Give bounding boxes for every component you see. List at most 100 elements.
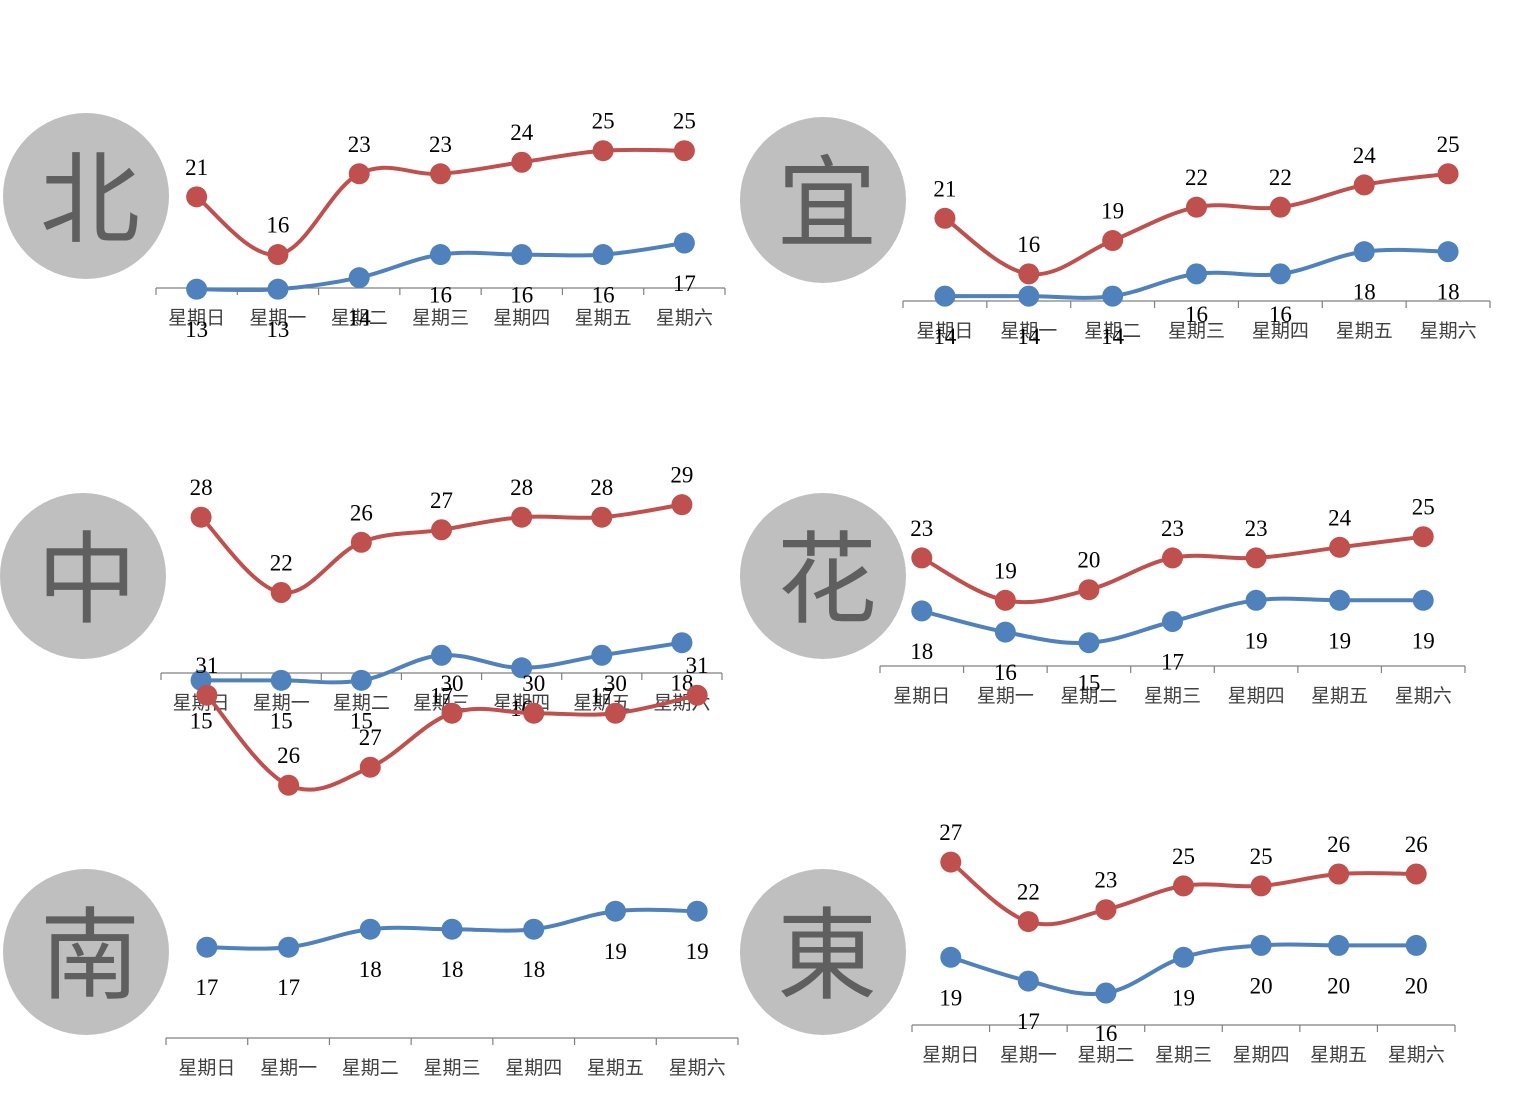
x-tick-label: 星期二	[1084, 320, 1141, 342]
data-point	[278, 936, 300, 958]
data-point	[430, 163, 451, 185]
data-label: 28	[510, 475, 533, 500]
data-point	[1328, 934, 1350, 956]
data-point	[1329, 589, 1351, 611]
data-label: 27	[359, 725, 382, 750]
data-label: 19	[994, 558, 1017, 583]
data-label: 20	[1327, 973, 1350, 998]
x-tick-label: 星期一	[253, 692, 310, 714]
data-label: 25	[1250, 844, 1273, 869]
data-point	[1173, 946, 1194, 968]
data-point	[431, 519, 452, 541]
data-label: 17	[673, 271, 696, 296]
region-badge-label: 花	[777, 522, 877, 639]
x-tick-label: 星期三	[423, 1057, 480, 1079]
data-label: 19	[1101, 199, 1124, 224]
x-tick-label: 星期六	[1420, 320, 1477, 342]
data-point	[511, 151, 533, 173]
data-label: 14	[1017, 324, 1041, 349]
x-tick-label: 星期二	[1077, 1044, 1134, 1066]
data-label: 18	[1353, 280, 1376, 305]
data-label: 25	[1412, 495, 1435, 520]
data-point	[1078, 632, 1100, 654]
data-point	[190, 506, 212, 528]
data-label: 18	[441, 957, 464, 982]
data-point	[1162, 547, 1183, 569]
data-point	[671, 494, 693, 516]
x-tick-label: 星期六	[669, 1057, 726, 1079]
x-tick-label: 星期三	[412, 307, 469, 329]
data-point	[1078, 579, 1100, 601]
data-label: 27	[430, 488, 453, 513]
x-tick-label: 星期日	[922, 1044, 979, 1066]
region-badge-circle	[0, 493, 166, 659]
data-point	[1250, 934, 1272, 956]
data-point	[1245, 547, 1267, 569]
data-label: 27	[939, 820, 962, 845]
data-point	[592, 244, 614, 266]
x-tick-label: 星期三	[1155, 1044, 1212, 1066]
data-label: 13	[266, 317, 289, 342]
data-label: 18	[522, 957, 545, 982]
data-point	[1018, 263, 1040, 285]
x-tick-label: 星期五	[1311, 685, 1368, 707]
x-tick-label: 星期二	[1060, 685, 1117, 707]
data-point	[1017, 970, 1039, 992]
data-label: 16	[429, 283, 452, 308]
data-point	[911, 547, 933, 569]
data-point	[1269, 263, 1291, 285]
x-tick-label: 星期日	[168, 307, 225, 329]
data-point	[994, 621, 1016, 643]
data-point	[1412, 589, 1434, 611]
x-tick-label: 星期一	[1000, 1044, 1057, 1066]
region-badge-label: 宜	[777, 146, 877, 263]
data-label: 19	[1172, 985, 1195, 1010]
data-point	[591, 506, 613, 528]
data-label: 19	[1245, 628, 1268, 653]
data-point	[511, 506, 533, 528]
data-point	[430, 244, 451, 266]
data-label: 24	[510, 120, 534, 145]
data-label: 18	[359, 957, 382, 982]
data-point	[1186, 263, 1207, 285]
data-point	[591, 644, 613, 666]
data-point	[673, 140, 695, 162]
data-label: 23	[1161, 516, 1184, 541]
data-label: 16	[592, 283, 615, 308]
data-label: 25	[1437, 132, 1460, 157]
data-point	[186, 186, 208, 208]
data-label: 16	[1185, 302, 1208, 327]
data-label: 22	[1269, 165, 1292, 190]
data-point	[604, 702, 626, 724]
x-tick-label: 星期三	[1144, 685, 1201, 707]
data-label: 22	[1017, 880, 1040, 905]
data-label: 23	[910, 516, 933, 541]
data-point	[1353, 174, 1375, 196]
data-label: 22	[270, 551, 293, 576]
data-label: 22	[1185, 165, 1208, 190]
data-label: 17	[1161, 650, 1184, 675]
data-label: 25	[1172, 844, 1195, 869]
data-point	[511, 244, 533, 266]
data-label: 23	[429, 132, 452, 157]
data-label: 17	[277, 975, 300, 1000]
data-point	[686, 684, 708, 706]
data-label: 18	[910, 639, 933, 664]
data-label: 19	[1328, 628, 1351, 653]
data-point	[359, 756, 381, 778]
data-point	[441, 918, 463, 940]
data-label: 19	[1412, 628, 1435, 653]
data-label: 23	[1245, 516, 1268, 541]
data-point	[348, 267, 370, 289]
data-label: 30	[441, 671, 464, 696]
x-tick-label: 星期五	[1336, 320, 1393, 342]
x-tick-label: 星期一	[260, 1057, 317, 1079]
x-tick-label: 星期四	[1228, 685, 1285, 707]
x-tick-label: 星期四	[505, 1057, 562, 1079]
data-label: 24	[1328, 505, 1352, 530]
data-label: 26	[350, 500, 373, 525]
